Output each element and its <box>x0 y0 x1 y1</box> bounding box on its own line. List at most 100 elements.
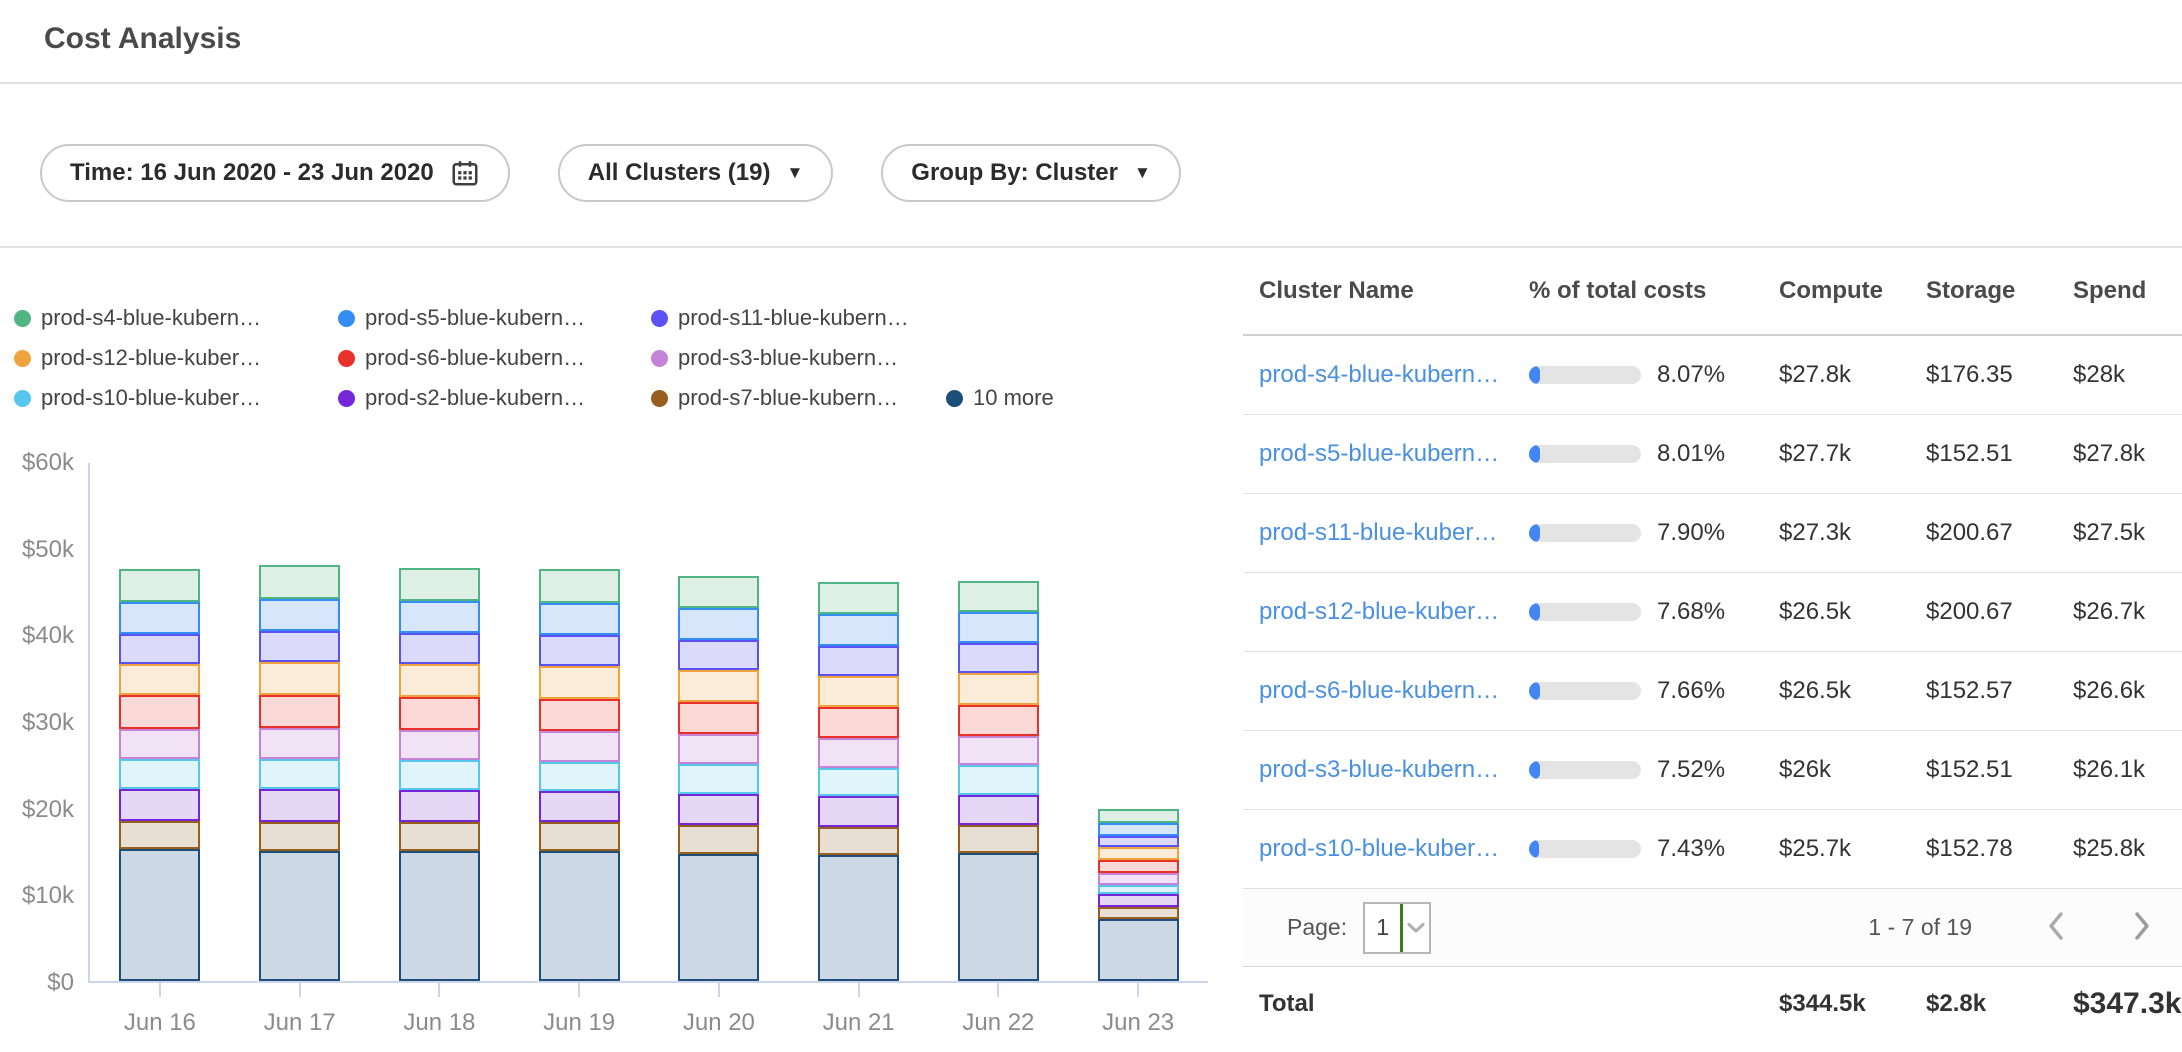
bar-segment <box>678 734 760 765</box>
legend-item[interactable]: prod-s11-blue-kubern… <box>651 305 946 331</box>
compute-value: $26.5k <box>1779 598 1852 625</box>
legend-item[interactable]: prod-s2-blue-kubern… <box>338 385 651 411</box>
pct-of-total-cell: 8.07% <box>1529 361 1779 389</box>
bar-segment <box>818 645 900 676</box>
bar-segment <box>957 852 1039 981</box>
group-by-dropdown[interactable]: Group By: Cluster ▼ <box>881 144 1181 202</box>
legend-label: prod-s5-blue-kubern… <box>365 305 586 330</box>
column-header-cluster-name: Cluster Name <box>1259 277 1414 304</box>
pct-progress-track <box>1529 524 1641 542</box>
storage-value: $152.51 <box>1926 756 2013 783</box>
bar-segment <box>1097 809 1179 824</box>
bar-segment <box>678 764 760 794</box>
bar-segment <box>818 614 900 646</box>
pct-progress-fill <box>1529 682 1540 700</box>
legend-dot-icon <box>14 309 31 327</box>
bar-segment <box>678 701 760 735</box>
cluster-name-link[interactable]: prod-s5-blue-kubern… <box>1259 440 1500 467</box>
bar-segment <box>119 633 201 664</box>
bar-segment <box>259 851 341 981</box>
bar-segment <box>398 729 480 761</box>
storage-value: $200.67 <box>1926 519 2013 546</box>
cluster-cost-table: Cluster Name % of total costs Compute St… <box>1243 248 2182 1041</box>
x-axis-tick-label: Jun 19 <box>543 1009 616 1036</box>
prev-page-button[interactable] <box>2044 909 2068 946</box>
bar-segment <box>957 794 1039 826</box>
bar-segment <box>398 663 480 697</box>
page-header: Cost Analysis <box>0 0 2182 82</box>
y-axis-tick-label: $50k <box>21 535 74 563</box>
bar-segment <box>818 826 900 856</box>
pct-of-total-cell: 7.66% <box>1529 677 1779 705</box>
y-axis-tick-label: $10k <box>21 882 74 910</box>
header-divider <box>0 82 2182 84</box>
bar-segment <box>957 643 1039 674</box>
column-header-pct-of-total: % of total costs <box>1529 277 1707 304</box>
chevron-right-icon <box>2130 909 2154 946</box>
cluster-name-link[interactable]: prod-s11-blue-kuber… <box>1259 519 1498 546</box>
cluster-name-link[interactable]: prod-s12-blue-kuber… <box>1259 598 1500 625</box>
x-axis-tick <box>857 983 860 997</box>
compute-value: $27.8k <box>1779 361 1852 388</box>
page-select[interactable]: 1 <box>1363 901 1432 954</box>
chevron-left-icon <box>2044 909 2068 946</box>
pct-value: 7.68% <box>1657 598 1726 625</box>
legend-item[interactable]: prod-s6-blue-kubern… <box>338 345 651 371</box>
group-by-label: Group By: Cluster <box>911 159 1118 186</box>
pagination-range: 1 - 7 of 19 <box>1868 914 1972 940</box>
pct-of-total-cell: 7.90% <box>1529 519 1779 547</box>
pct-progress-track <box>1529 366 1641 384</box>
table-row: prod-s12-blue-kuber… 7.68% $26.5k $200.67 $2… <box>1243 573 2182 652</box>
legend-item[interactable]: 10 more <box>946 385 1054 411</box>
bar-segment <box>259 727 341 760</box>
legend-item[interactable]: prod-s3-blue-kubern… <box>651 345 946 371</box>
time-range-filter[interactable]: Time: 16 Jun 2020 - 23 Jun 2020 <box>40 144 510 202</box>
legend-label: 10 more <box>973 385 1054 410</box>
pct-progress-track <box>1529 682 1641 700</box>
pct-progress-track <box>1529 603 1641 621</box>
x-axis-tick <box>438 983 441 997</box>
compute-value: $26k <box>1779 756 1832 783</box>
clusters-filter-dropdown[interactable]: All Clusters (19) ▼ <box>557 144 834 202</box>
bar-segment <box>119 663 201 696</box>
bar-segment <box>398 600 480 633</box>
bar-segment <box>259 662 341 696</box>
cluster-name-link[interactable]: prod-s4-blue-kubern… <box>1259 361 1500 388</box>
bar-segment <box>538 851 620 981</box>
legend-label: prod-s11-blue-kubern… <box>678 305 909 330</box>
chart-category: Jun 17 <box>230 463 370 1036</box>
next-page-button[interactable] <box>2130 909 2154 946</box>
bar-segment <box>957 611 1039 644</box>
cluster-name-link[interactable]: prod-s3-blue-kubern… <box>1259 756 1500 783</box>
bar-segment <box>259 695 341 728</box>
legend-item[interactable]: prod-s5-blue-kubern… <box>338 305 651 331</box>
y-axis-tick-label: $40k <box>21 622 74 650</box>
legend-item[interactable]: prod-s10-blue-kuber… <box>14 385 338 411</box>
pct-progress-fill <box>1529 445 1541 463</box>
legend-item[interactable]: prod-s4-blue-kubern… <box>14 305 338 331</box>
legend-item[interactable]: prod-s7-blue-kubern… <box>651 385 946 411</box>
total-spend: $347.3k <box>2073 987 2182 1020</box>
calendar-icon <box>450 158 480 188</box>
compute-value: $26.5k <box>1779 677 1852 704</box>
table-row: prod-s10-blue-kuber… 7.43% $25.7k $152.78 $2… <box>1243 810 2182 889</box>
total-storage: $2.8k <box>1926 990 1987 1017</box>
storage-value: $200.67 <box>1926 598 2013 625</box>
cluster-name-link[interactable]: prod-s10-blue-kuber… <box>1259 835 1500 862</box>
bar-segment <box>818 767 900 797</box>
clusters-filter-label: All Clusters (19) <box>587 159 771 186</box>
chart-plot-area: $0 $10k $20k $30k $40k $50k $60k Jun 16 Jun 17 Ju… <box>22 449 1208 1036</box>
legend-dot-icon <box>338 349 355 367</box>
chart-category: Jun 20 <box>649 463 789 1036</box>
x-axis-tick-label: Jun 17 <box>263 1009 336 1036</box>
bar-segment <box>1097 859 1179 873</box>
stacked-bar <box>957 580 1039 981</box>
column-header-compute: Compute <box>1779 277 1883 304</box>
bar-segment <box>538 731 620 762</box>
legend-item[interactable]: prod-s12-blue-kuber… <box>14 345 338 371</box>
x-axis-tick-label: Jun 16 <box>123 1009 196 1036</box>
column-header-storage: Storage <box>1926 277 2016 304</box>
bar-segment <box>818 707 900 739</box>
cluster-name-link[interactable]: prod-s6-blue-kubern… <box>1259 677 1500 704</box>
legend-dot-icon <box>651 389 668 407</box>
